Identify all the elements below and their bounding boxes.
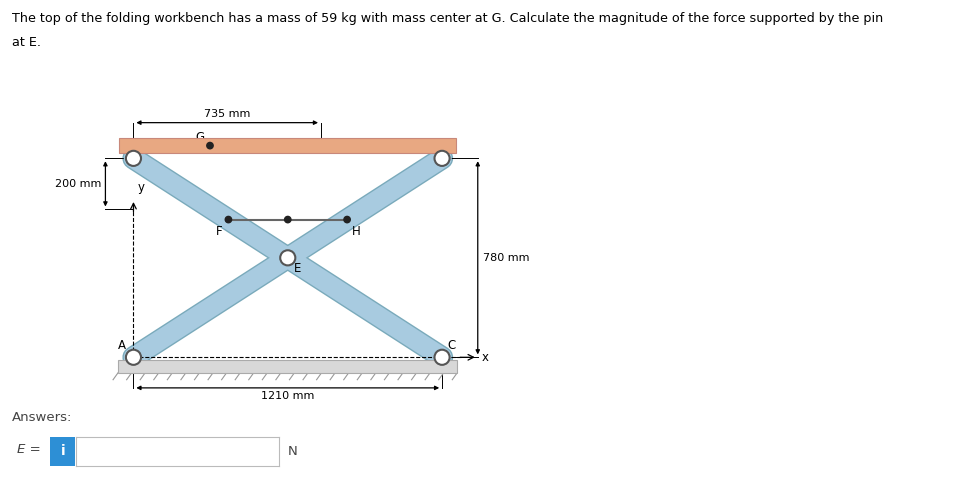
Bar bbox=[120, 138, 456, 153]
Circle shape bbox=[344, 216, 350, 223]
Circle shape bbox=[225, 216, 232, 223]
Bar bbox=[118, 360, 457, 373]
Text: 1210 mm: 1210 mm bbox=[261, 391, 314, 401]
Text: C: C bbox=[447, 339, 455, 352]
Text: at E.: at E. bbox=[12, 36, 41, 50]
Text: H: H bbox=[352, 225, 361, 238]
Text: D: D bbox=[141, 141, 150, 155]
Text: E =: E = bbox=[17, 443, 42, 455]
Text: 780 mm: 780 mm bbox=[483, 253, 529, 263]
Text: F: F bbox=[216, 225, 222, 238]
Text: A: A bbox=[118, 339, 126, 352]
Circle shape bbox=[284, 216, 291, 223]
Text: Answers:: Answers: bbox=[12, 411, 72, 424]
Text: 735 mm: 735 mm bbox=[204, 109, 250, 119]
Circle shape bbox=[434, 350, 450, 365]
Circle shape bbox=[434, 151, 450, 166]
Text: 200 mm: 200 mm bbox=[55, 179, 102, 189]
Text: G: G bbox=[195, 131, 205, 143]
Text: i: i bbox=[61, 445, 65, 458]
Circle shape bbox=[126, 350, 141, 365]
Text: The top of the folding workbench has a mass of 59 kg with mass center at G. Calc: The top of the folding workbench has a m… bbox=[12, 12, 883, 25]
Text: x: x bbox=[482, 351, 488, 364]
Text: •: • bbox=[209, 135, 216, 145]
Circle shape bbox=[126, 151, 141, 166]
Text: B: B bbox=[447, 143, 455, 156]
Text: E: E bbox=[294, 261, 302, 275]
Circle shape bbox=[280, 250, 295, 265]
Circle shape bbox=[207, 142, 213, 149]
Text: N: N bbox=[288, 445, 298, 457]
Text: y: y bbox=[137, 181, 144, 194]
